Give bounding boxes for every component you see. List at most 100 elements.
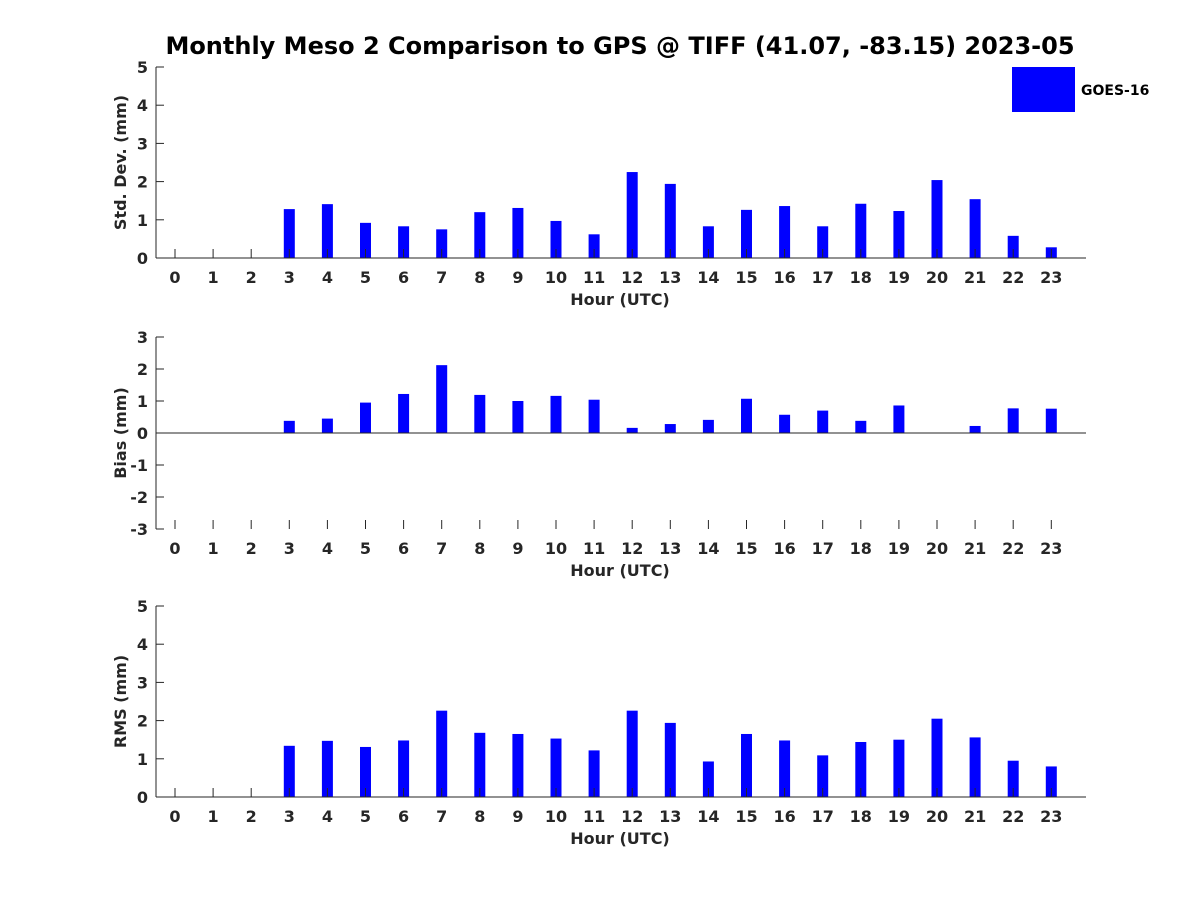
x-tick-label: 14 — [697, 268, 719, 287]
y-tick-label: 1 — [137, 392, 148, 411]
bar-17 — [817, 410, 829, 433]
bar-17 — [817, 755, 829, 797]
x-tick-label: 0 — [169, 268, 180, 287]
x-tick-label: 20 — [926, 807, 948, 826]
x-tick-label: 16 — [773, 807, 795, 826]
y-tick-label: 2 — [137, 360, 148, 379]
y-tick-label: 0 — [137, 788, 148, 807]
x-tick-label: 19 — [888, 268, 910, 287]
y-tick-label: 2 — [137, 173, 148, 192]
bar-22 — [1007, 760, 1019, 797]
x-tick-label: 20 — [926, 268, 948, 287]
x-tick-label: 11 — [583, 807, 605, 826]
bar-15 — [741, 209, 752, 258]
figure-title: Monthly Meso 2 Comparison to GPS @ TIFF … — [165, 32, 1074, 60]
bar-20 — [931, 180, 943, 258]
bar-11 — [588, 234, 600, 258]
bar-21 — [969, 199, 981, 258]
x-tick-label: 12 — [621, 539, 643, 558]
y-tick-label: 5 — [137, 597, 148, 616]
x-tick-label: 1 — [208, 539, 219, 558]
x-tick-label: 16 — [773, 268, 795, 287]
x-tick-label: 4 — [322, 807, 333, 826]
x-tick-label: 14 — [697, 539, 719, 558]
y-tick-label: 2 — [137, 712, 148, 731]
x-tick-label: 7 — [436, 539, 447, 558]
bar-11 — [588, 399, 600, 433]
x-tick-label: 14 — [697, 807, 719, 826]
y-axis-label: Std. Dev. (mm) — [111, 95, 130, 230]
bar-3 — [283, 209, 295, 258]
x-tick-label: 1 — [208, 268, 219, 287]
bar-20 — [931, 718, 943, 797]
bar-12 — [626, 427, 638, 433]
x-tick-label: 3 — [284, 539, 295, 558]
bar-12 — [626, 172, 638, 258]
bar-7 — [436, 229, 448, 258]
bar-6 — [398, 393, 410, 433]
x-tick-label: 10 — [545, 268, 567, 287]
x-tick-label: 5 — [360, 807, 371, 826]
x-tick-label: 9 — [512, 807, 523, 826]
x-tick-label: 6 — [398, 539, 409, 558]
x-tick-label: 6 — [398, 268, 409, 287]
x-tick-label: 13 — [659, 539, 681, 558]
x-tick-label: 12 — [621, 268, 643, 287]
x-tick-label: 22 — [1002, 539, 1024, 558]
bar-4 — [321, 740, 333, 797]
x-tick-label: 10 — [545, 807, 567, 826]
bar-23 — [1045, 766, 1057, 797]
x-tick-label: 9 — [512, 268, 523, 287]
bar-13 — [664, 424, 676, 433]
bar-19 — [893, 211, 905, 258]
bar-6 — [398, 226, 410, 258]
x-tick-label: 2 — [246, 807, 257, 826]
y-tick-label: 0 — [137, 424, 148, 443]
x-tick-label: 23 — [1040, 807, 1062, 826]
x-tick-label: 2 — [246, 268, 257, 287]
x-tick-label: 17 — [812, 268, 834, 287]
x-tick-label: 4 — [322, 539, 333, 558]
x-tick-label: 13 — [659, 807, 681, 826]
bar-9 — [512, 733, 524, 797]
legend-swatch — [1012, 67, 1075, 112]
x-axis-label: Hour (UTC) — [570, 290, 670, 309]
x-tick-label: 7 — [436, 807, 447, 826]
x-tick-label: 16 — [773, 539, 795, 558]
bar-3 — [283, 745, 295, 797]
bar-19 — [893, 405, 905, 433]
x-tick-label: 18 — [850, 539, 872, 558]
x-tick-label: 22 — [1002, 268, 1024, 287]
y-tick-label: 3 — [137, 134, 148, 153]
x-tick-label: 19 — [888, 807, 910, 826]
x-tick-label: 11 — [583, 539, 605, 558]
legend-label: GOES-16 — [1081, 83, 1149, 99]
y-tick-label: 0 — [137, 249, 148, 268]
bar-18 — [855, 203, 867, 258]
bar-17 — [817, 226, 829, 258]
bar-8 — [474, 732, 486, 797]
bar-10 — [550, 220, 562, 258]
x-tick-label: 12 — [621, 807, 643, 826]
x-axis-label: Hour (UTC) — [570, 561, 670, 580]
x-tick-label: 8 — [474, 807, 485, 826]
bar-22 — [1007, 408, 1019, 433]
x-tick-label: 21 — [964, 268, 986, 287]
bar-13 — [664, 183, 676, 258]
x-tick-label: 8 — [474, 539, 485, 558]
x-tick-label: 11 — [583, 268, 605, 287]
x-tick-label: 0 — [169, 539, 180, 558]
x-axis-label: Hour (UTC) — [570, 829, 670, 848]
y-tick-label: 5 — [137, 58, 148, 77]
bar-7 — [436, 365, 448, 433]
bar-14 — [702, 419, 714, 433]
x-tick-label: 21 — [964, 539, 986, 558]
x-tick-label: 17 — [812, 807, 834, 826]
y-tick-label: 1 — [137, 750, 148, 769]
bar-4 — [321, 204, 333, 258]
